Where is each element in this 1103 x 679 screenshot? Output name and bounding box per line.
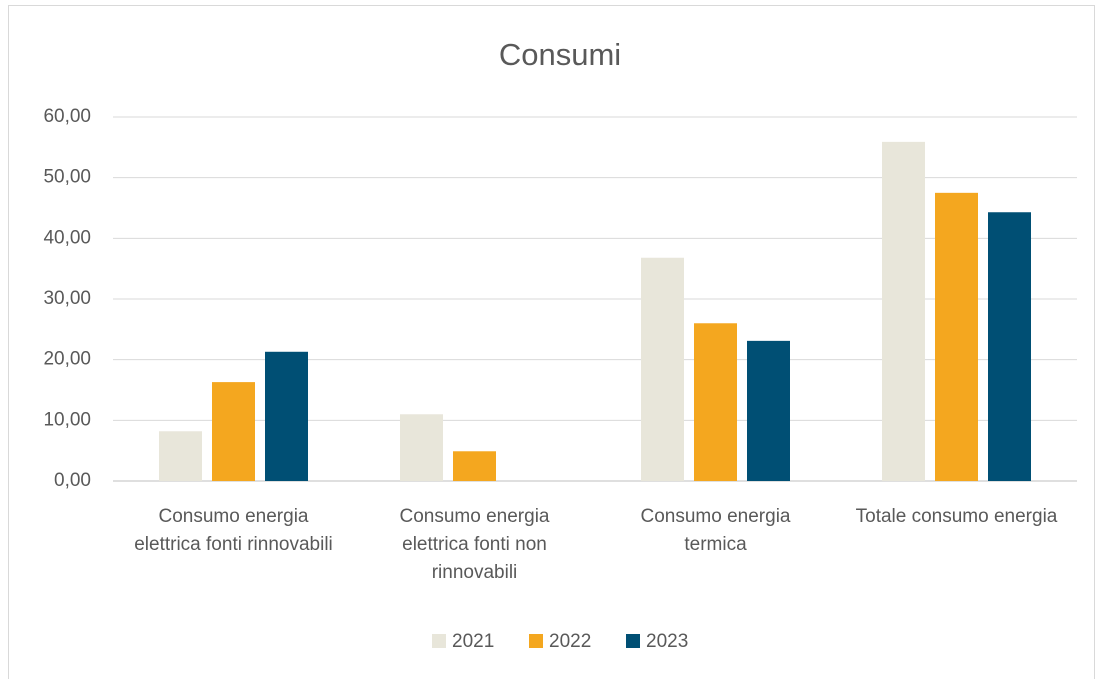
y-tick-label: 10,00 xyxy=(43,409,91,430)
legend-label: 2021 xyxy=(452,631,494,652)
y-tick-label: 60,00 xyxy=(43,106,91,127)
bar xyxy=(400,414,443,481)
x-tick-label: Consumo energia elettrica fonti non rinn… xyxy=(399,506,550,583)
y-tick-label: 40,00 xyxy=(43,227,91,248)
bar xyxy=(935,192,978,482)
x-tick-label: Consumo energia elettrica fonti rinnovab… xyxy=(134,506,333,555)
legend-swatch xyxy=(432,634,446,648)
chart-border xyxy=(8,5,1095,679)
chart-title: Consumi xyxy=(499,37,621,72)
legend-label: 2023 xyxy=(646,631,688,652)
bar xyxy=(641,257,684,481)
bar xyxy=(694,323,737,481)
bar xyxy=(265,351,308,481)
legend-swatch xyxy=(626,634,640,648)
x-tick-label: Totale consumo energia xyxy=(855,506,1058,527)
y-tick-label: 30,00 xyxy=(43,288,91,309)
y-tick-label: 0,00 xyxy=(54,470,91,491)
y-tick-label: 20,00 xyxy=(43,349,91,370)
bar xyxy=(747,340,790,481)
bar xyxy=(882,141,925,481)
x-tick-label: Consumo energia termica xyxy=(640,506,791,555)
bar xyxy=(159,431,202,481)
bar xyxy=(453,451,496,481)
bar xyxy=(212,382,255,481)
legend-swatch xyxy=(529,634,543,648)
legend-label: 2022 xyxy=(549,631,591,652)
y-tick-label: 50,00 xyxy=(43,167,91,188)
bar xyxy=(988,212,1031,481)
